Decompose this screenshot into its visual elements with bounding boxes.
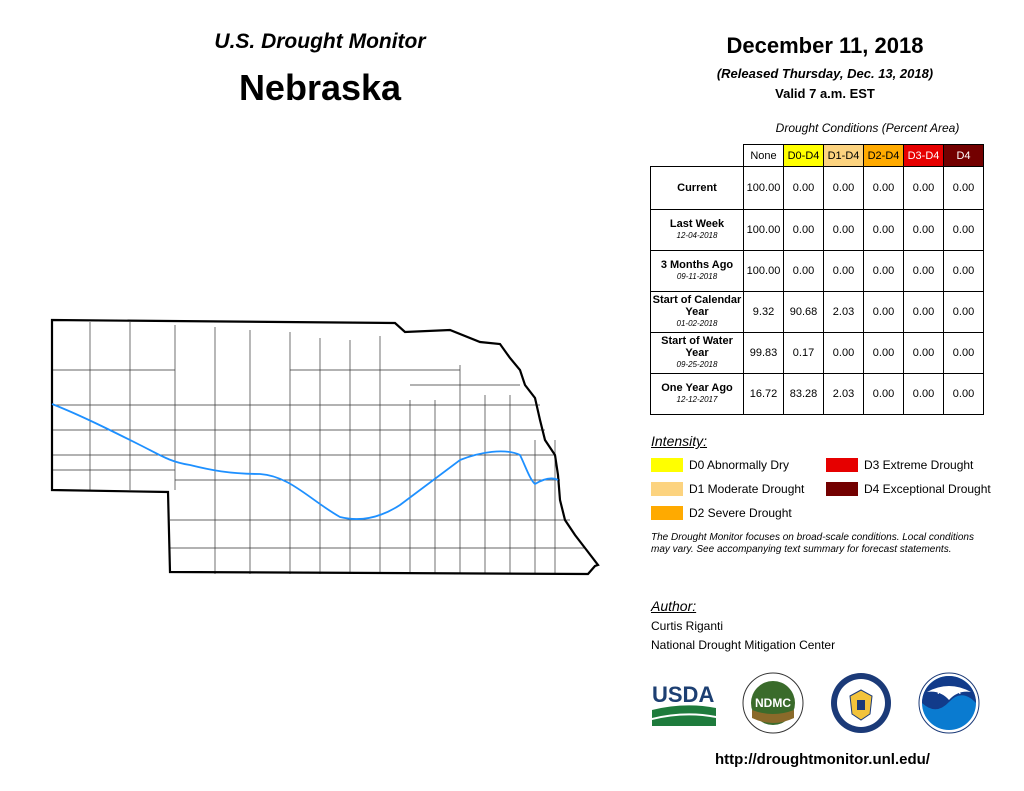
table-cell: 2.03 <box>823 373 864 415</box>
table-cell: 0.00 <box>783 250 824 292</box>
table-cell: 0.00 <box>903 166 944 210</box>
legend-swatch <box>826 458 858 472</box>
state-border <box>50 318 600 576</box>
col-d4: D4 <box>943 144 984 167</box>
table-cell: 0.00 <box>863 166 904 210</box>
table-cell: 0.00 <box>863 250 904 292</box>
table-cell: 0.00 <box>943 250 984 292</box>
table-row: 3 Months Ago 09-11-2018 100.00 0.00 0.00 0.00… <box>650 250 984 292</box>
table-cell: 0.00 <box>863 291 904 333</box>
table-cell: 0.00 <box>783 209 824 251</box>
table-row: One Year Ago 12-12-2017 16.72 83.28 2.03 0.00… <box>650 373 984 415</box>
svg-text:NDMC: NDMC <box>755 696 791 710</box>
table-cell: 0.00 <box>823 166 864 210</box>
legend-label: D1 Moderate Drought <box>689 482 805 496</box>
table-row: Start of Calendar Year 01-02-2018 9.32 90.6… <box>650 291 984 333</box>
platte-river <box>51 403 559 520</box>
row-label: Last Week 12-04-2018 <box>650 209 744 251</box>
table-cell: 0.00 <box>903 250 944 292</box>
row-label: 3 Months Ago 09-11-2018 <box>650 250 744 292</box>
table-header-row: None D0-D4 D1-D4 D2-D4 D3-D4 D4 <box>651 144 984 167</box>
table-cell: 0.00 <box>783 166 824 210</box>
table-cell: 0.00 <box>943 209 984 251</box>
table-row: Current 100.00 0.00 0.00 0.00 0.00 0.00 <box>650 166 984 210</box>
table-cell: 100.00 <box>743 166 784 210</box>
table-cell: 0.00 <box>863 332 904 374</box>
legend-label: D2 Severe Drought <box>689 506 792 520</box>
legend-label: D3 Extreme Drought <box>864 458 974 472</box>
table-cell: 0.00 <box>823 332 864 374</box>
ndmc-logo: NDMC <box>742 672 804 734</box>
map-date: December 11, 2018 <box>726 33 924 58</box>
row-date: 01-02-2018 <box>676 319 718 328</box>
legend-label: D0 Abnormally Dry <box>689 458 790 472</box>
author-title: Author: <box>651 598 697 614</box>
table-cell: 0.00 <box>943 373 984 415</box>
col-d1-d4: D1-D4 <box>823 144 864 167</box>
table-cell: 0.00 <box>903 291 944 333</box>
row-label: Current <box>650 166 744 210</box>
valid-time: Valid 7 a.m. EST <box>775 86 875 101</box>
table-cell: 100.00 <box>743 209 784 251</box>
row-label: One Year Ago 12-12-2017 <box>650 373 744 415</box>
legend-title: Intensity: <box>651 433 708 449</box>
table-cell: 83.28 <box>783 373 824 415</box>
col-d3-d4: D3-D4 <box>903 144 944 167</box>
county-lines <box>52 322 585 574</box>
map-subtitle: U.S. Drought Monitor <box>214 30 426 53</box>
table-cell: 0.00 <box>943 332 984 374</box>
table-caption: Drought Conditions (Percent Area) <box>775 121 960 135</box>
table-cell: 0.00 <box>943 291 984 333</box>
table-cell: 0.00 <box>823 209 864 251</box>
svg-text:NOAA: NOAA <box>937 687 961 696</box>
col-d0-d4: D0-D4 <box>783 144 824 167</box>
table-row: Last Week 12-04-2018 100.00 0.00 0.00 0.00 0.0… <box>650 209 984 251</box>
table-cell: 9.32 <box>743 291 784 333</box>
table-cell: 0.00 <box>903 209 944 251</box>
legend-swatch <box>651 506 683 520</box>
released-date: (Released Thursday, Dec. 13, 2018) <box>716 66 934 81</box>
table-cell: 16.72 <box>743 373 784 415</box>
table-cell: 2.03 <box>823 291 864 333</box>
row-label: Start of Water Year 09-25-2018 <box>650 332 744 374</box>
col-none: None <box>743 144 784 167</box>
table-cell: 99.83 <box>743 332 784 374</box>
row-date: 09-25-2018 <box>676 360 718 369</box>
drought-conditions-table: None D0-D4 D1-D4 D2-D4 D3-D4 D4 Current 1… <box>650 144 984 415</box>
website-url[interactable]: http://droughtmonitor.unl.edu/ <box>715 751 930 768</box>
table-cell: 0.00 <box>903 373 944 415</box>
legend-swatch <box>651 458 683 472</box>
map-title: Nebraska <box>238 67 402 108</box>
commerce-seal-logo <box>831 673 891 733</box>
col-d2-d4: D2-D4 <box>863 144 904 167</box>
noaa-logo: NOAA <box>918 672 980 734</box>
row-label: Start of Calendar Year 01-02-2018 <box>650 291 744 333</box>
svg-text:USDA: USDA <box>652 682 714 707</box>
table-row: Start of Water Year 09-25-2018 99.83 0.17 0.… <box>650 332 984 374</box>
table-cell: 0.00 <box>943 166 984 210</box>
legend-label: D4 Exceptional Drought <box>864 482 991 496</box>
table-cell: 90.68 <box>783 291 824 333</box>
disclaimer-note: The Drought Monitor focuses on broad-sca… <box>651 532 974 555</box>
table-cell: 0.00 <box>903 332 944 374</box>
table-cell: 0.00 <box>863 209 904 251</box>
legend-swatch <box>826 482 858 496</box>
table-cell: 100.00 <box>743 250 784 292</box>
author-org: National Drought Mitigation Center <box>651 638 836 652</box>
usda-logo: USDA <box>652 682 716 726</box>
author-name: Curtis Riganti <box>651 619 724 633</box>
table-cell: 0.17 <box>783 332 824 374</box>
row-date: 09-11-2018 <box>676 272 718 281</box>
table-cell: 0.00 <box>823 250 864 292</box>
row-date: 12-12-2017 <box>676 395 718 404</box>
table-cell: 0.00 <box>863 373 904 415</box>
legend-swatch <box>651 482 683 496</box>
row-date: 12-04-2018 <box>676 231 718 240</box>
